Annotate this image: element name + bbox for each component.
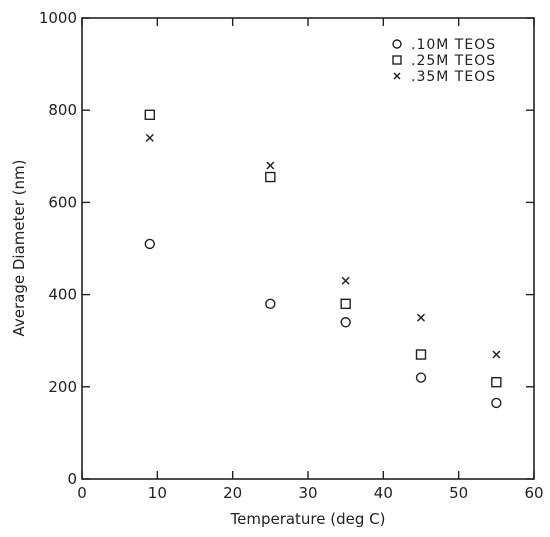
y-tick-label: 600 — [48, 193, 77, 211]
legend: .10M TEOS.25M TEOS.35M TEOS — [392, 37, 496, 85]
data-point-circle — [265, 298, 276, 310]
y-axis-title: Average Diameter (nm) — [10, 160, 28, 337]
y-tick-label: 400 — [48, 286, 77, 304]
data-point-square — [144, 109, 156, 121]
x-tick-label: 60 — [524, 484, 543, 502]
data-point-square — [265, 171, 276, 183]
y-axis-ticks: 0 200 400 600 800 1000 — [39, 9, 534, 488]
legend-label: .10M TEOS — [411, 37, 496, 53]
cross-stroke — [341, 276, 350, 285]
data-point-cross — [341, 276, 350, 285]
y-tick-label: 0 — [67, 470, 77, 488]
data-point-circle — [340, 317, 351, 328]
x-tick-label: 20 — [223, 484, 242, 502]
cross-stroke — [145, 133, 154, 142]
legend-marker-cross — [393, 72, 401, 80]
data-point-cross — [266, 161, 275, 170]
data-point-circle — [491, 397, 502, 409]
data-point-cross — [416, 313, 426, 322]
legend-marker-circle — [392, 39, 402, 49]
x-axis-ticks: 0 10 20 30 40 50 60 — [77, 18, 544, 502]
x-tick-label: 10 — [148, 484, 167, 502]
data-point-square — [491, 376, 502, 388]
x-axis-title: Temperature (deg C) — [229, 510, 385, 528]
y-tick-label: 1000 — [39, 9, 77, 27]
data-point-square — [415, 349, 427, 360]
data-point-square — [340, 298, 351, 310]
cross-stroke — [416, 313, 426, 322]
data-point-circle — [415, 372, 427, 383]
data-points — [144, 109, 502, 409]
y-tick-label: 800 — [48, 101, 77, 119]
cross-stroke — [266, 161, 275, 170]
x-tick-label: 50 — [449, 484, 468, 502]
series-2 — [144, 109, 502, 388]
series-1 — [144, 238, 502, 409]
data-point-cross — [492, 350, 501, 359]
data-point-cross — [145, 133, 154, 142]
legend-label: .25M TEOS — [411, 53, 496, 69]
cross-stroke — [492, 350, 501, 359]
x-tick-label: 0 — [77, 484, 87, 502]
cross-stroke — [393, 72, 401, 80]
y-tick-label: 200 — [48, 378, 77, 396]
legend-marker-square — [392, 55, 402, 65]
data-point-circle — [144, 238, 156, 250]
legend-label: .35M TEOS — [411, 69, 496, 85]
x-tick-label: 30 — [298, 484, 317, 502]
x-tick-label: 40 — [374, 484, 393, 502]
series-3 — [145, 133, 501, 359]
